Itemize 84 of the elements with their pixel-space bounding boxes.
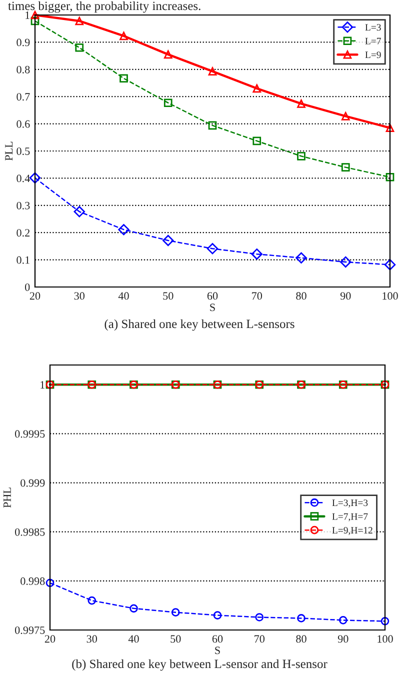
point — [46, 578, 54, 588]
y-tick-label: 0.8 — [16, 66, 30, 74]
y-tick-label: 0.9985 — [15, 528, 45, 536]
y-tick-label: 0.6 — [16, 120, 30, 128]
point — [386, 124, 394, 132]
y-tick-label: 0.4 — [16, 174, 30, 182]
point — [206, 243, 218, 254]
legend-label: L=7 — [365, 38, 381, 44]
legend-label: L=3,H=3 — [332, 500, 368, 508]
y-tick-label: 0.3 — [16, 202, 30, 210]
y-tick-label: 0.1 — [16, 256, 30, 264]
x-tick-label: 100 — [382, 292, 398, 300]
x-tick-label: 50 — [163, 292, 174, 300]
y-tick-label: 0.998 — [20, 577, 45, 585]
y-tick-label: 0.7 — [16, 93, 30, 101]
legend-label: L=3 — [365, 24, 381, 31]
point — [386, 172, 394, 182]
x-tick-label: 30 — [86, 635, 98, 643]
legend-label: L=9 — [365, 52, 381, 58]
x-tick-label: 30 — [74, 292, 85, 300]
x-tick-label: 60 — [212, 635, 223, 643]
y-tick-label: 1 — [26, 12, 30, 19]
x-tick-label: 80 — [296, 292, 306, 300]
x-tick-label: 40 — [118, 292, 129, 300]
point — [75, 16, 84, 26]
point — [208, 121, 217, 130]
point — [251, 248, 262, 260]
x-axis-title: S — [210, 304, 215, 312]
y-tick-label: 1 — [40, 381, 44, 388]
legend-label: L=7,H=7 — [332, 513, 368, 522]
x-tick-label: 80 — [296, 635, 306, 643]
point — [255, 613, 264, 622]
point — [118, 224, 130, 236]
x-tick-label: 90 — [338, 635, 348, 643]
point — [75, 43, 84, 52]
y-axis-title: PLL — [5, 142, 12, 161]
point — [171, 608, 180, 616]
legend-label: L=9,H=12 — [332, 527, 372, 535]
point — [120, 74, 128, 83]
point — [162, 234, 174, 246]
point — [164, 50, 172, 59]
point — [297, 614, 306, 622]
x-tick-label: 60 — [207, 292, 218, 300]
y-tick-label: 0 — [25, 283, 30, 291]
text: (b) Shared one key between L-sensor and H-sensor — [72, 659, 328, 671]
point — [296, 252, 307, 264]
point — [120, 32, 128, 40]
x-axis-title: S — [215, 646, 220, 654]
x-tick-label: 40 — [128, 635, 139, 643]
point — [213, 611, 222, 620]
point — [208, 67, 217, 76]
y-tick-label: 0.9995 — [15, 430, 45, 438]
point — [88, 596, 96, 605]
point — [341, 163, 350, 172]
point — [341, 112, 350, 120]
y-tick-label: 0.5 — [16, 147, 30, 156]
point — [130, 604, 138, 613]
x-tick-label: 50 — [170, 635, 181, 643]
point — [297, 100, 306, 108]
point — [384, 259, 396, 270]
y-tick-label: 0.2 — [16, 229, 30, 237]
x-tick-label: 70 — [252, 292, 262, 300]
point — [29, 172, 41, 184]
y-tick-label: 0.9975 — [15, 626, 45, 634]
point — [30, 16, 40, 26]
y-axis-title: PHL — [4, 488, 11, 508]
x-tick-label: 20 — [30, 292, 40, 300]
point — [252, 84, 262, 93]
point — [252, 136, 262, 146]
y-tick-label: 0.9 — [16, 38, 30, 46]
x-tick-label: 100 — [378, 635, 393, 643]
text: times bigger, the probability increases. — [8, 1, 200, 13]
text: (a) Shared one key between L-sensors — [104, 319, 294, 331]
x-tick-label: 90 — [340, 292, 351, 300]
point — [74, 206, 85, 218]
point — [340, 256, 352, 268]
point — [338, 616, 348, 624]
x-tick-label: 70 — [254, 635, 265, 643]
point — [164, 98, 172, 108]
point — [30, 10, 40, 20]
y-tick-label: 0.999 — [20, 479, 45, 487]
x-tick-label: 20 — [44, 635, 56, 643]
point — [297, 152, 306, 160]
point — [380, 617, 390, 626]
